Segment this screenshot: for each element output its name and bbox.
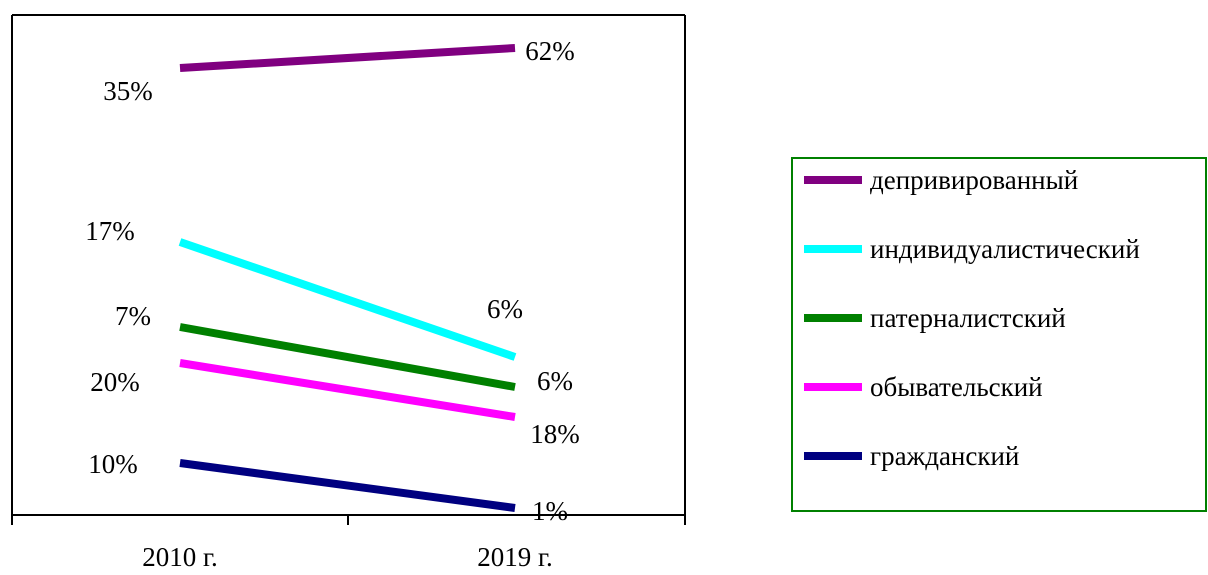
data-label-s5-2019: 1% <box>532 496 568 526</box>
legend-label-5: гражданский <box>870 441 1019 471</box>
x-axis-labels: 2010 г. 2019 г. <box>142 542 553 572</box>
series-line-2 <box>178 238 517 361</box>
legend-label-3: патерналистский <box>870 303 1066 333</box>
data-label-s3-2019: 6% <box>537 366 573 396</box>
series-layer <box>178 44 517 512</box>
legend-label-2: индивидуалистический <box>870 234 1140 264</box>
legend: депривированный индивидуалистический патер… <box>791 157 1207 512</box>
data-label-s4-2010: 20% <box>90 367 140 397</box>
series-line-1 <box>179 44 516 72</box>
legend-label-4: обывательский <box>870 372 1043 402</box>
legend-items: депривированный индивидуалистический патер… <box>804 165 1140 471</box>
data-label-layer: 35% 62% 17% 6% 7% 6% 20% 18% 10% 1% <box>85 36 580 526</box>
series-line-5 <box>179 459 516 512</box>
data-label-s5-2010: 10% <box>88 449 138 479</box>
data-label-s2-2019: 6% <box>487 294 523 324</box>
data-label-s3-2010: 7% <box>115 301 151 331</box>
data-label-s1-2010: 35% <box>103 76 153 106</box>
legend-label-1: депривированный <box>870 165 1078 195</box>
plot-frame <box>11 14 686 525</box>
series-line-3 <box>179 323 516 391</box>
data-label-s4-2019: 18% <box>530 419 580 449</box>
data-label-s1-2019: 62% <box>525 36 575 66</box>
x-tick-label-2010: 2010 г. <box>142 542 218 572</box>
data-label-s2-2010: 17% <box>85 216 135 246</box>
x-tick-label-2019: 2019 г. <box>477 542 553 572</box>
series-line-4 <box>179 359 516 421</box>
